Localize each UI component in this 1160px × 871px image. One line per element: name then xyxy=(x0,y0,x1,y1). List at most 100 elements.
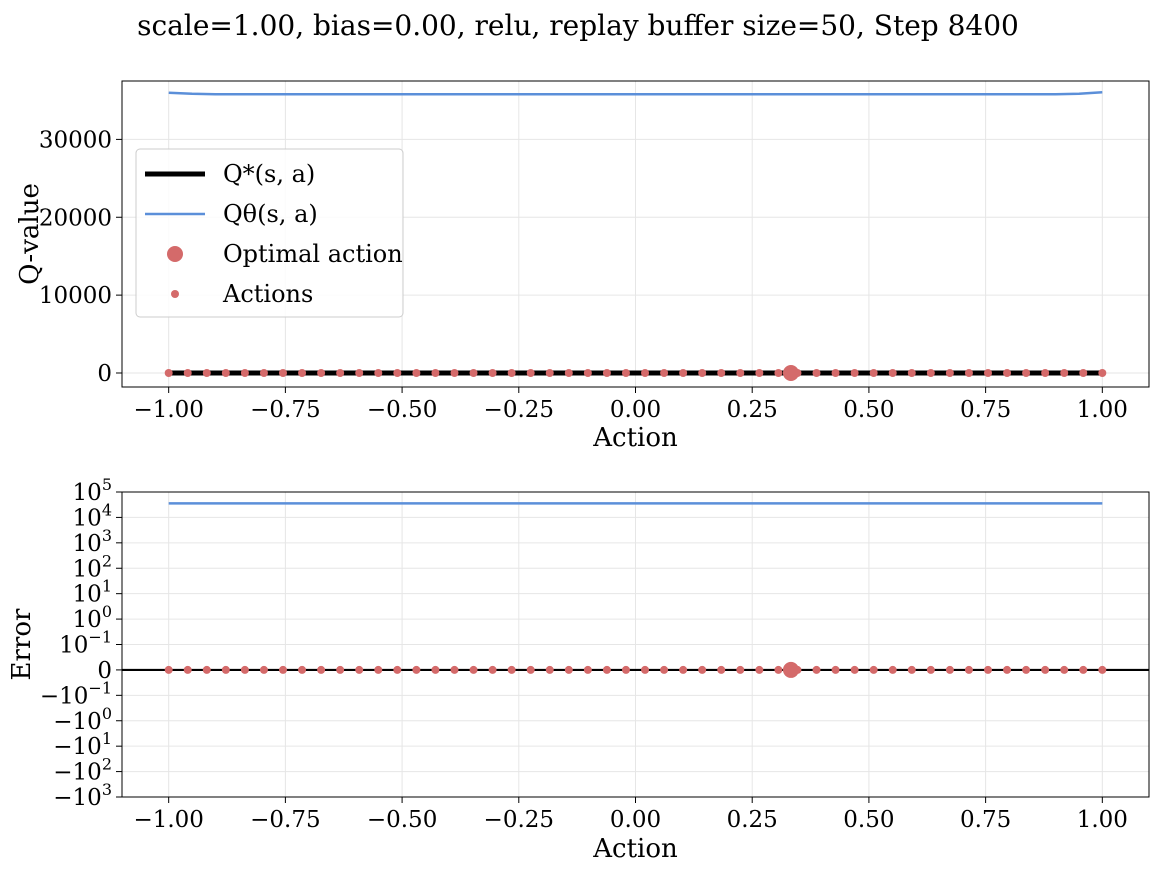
figure-title: scale=1.00, bias=0.00, relu, replay buff… xyxy=(137,9,1019,42)
error-ticks: −1.00 −0.75 −0.50 −0.25 0.00 0.25 0.50 0.75 1.00… xyxy=(40,475,1128,833)
action-point xyxy=(869,368,878,377)
action-point xyxy=(317,665,326,674)
x-tick-label: −0.50 xyxy=(367,397,437,423)
action-point xyxy=(888,368,897,377)
error-grid xyxy=(122,491,1149,798)
action-point xyxy=(888,665,897,674)
action-point xyxy=(1041,665,1050,674)
action-point xyxy=(450,665,459,674)
action-point xyxy=(240,665,249,674)
action-point xyxy=(183,368,192,377)
action-point xyxy=(450,368,459,377)
action-point xyxy=(164,665,173,674)
legend: Q*(s, a) Qθ(s, a) Optimal action Actions xyxy=(135,148,404,318)
action-point xyxy=(869,665,878,674)
y-tick-label: 20000 xyxy=(39,205,112,231)
error-x-label: Action xyxy=(592,834,678,864)
action-point xyxy=(259,368,268,377)
optimal-action-point xyxy=(782,661,799,678)
q-value-y-label: Q-value xyxy=(15,183,45,285)
x-tick-label: 0.25 xyxy=(727,807,778,833)
action-point xyxy=(183,665,192,674)
y-tick-label: −100 xyxy=(53,704,112,735)
y-tick-label: 30000 xyxy=(39,127,112,153)
action-point xyxy=(431,665,440,674)
action-point xyxy=(983,368,992,377)
action-point xyxy=(945,665,954,674)
action-point xyxy=(336,368,345,377)
q-value-x-label: Action xyxy=(592,423,678,453)
action-point xyxy=(812,368,821,377)
action-point xyxy=(336,665,345,674)
action-point xyxy=(1060,665,1069,674)
action-point xyxy=(202,665,211,674)
y-tick-label: 10000 xyxy=(39,283,112,309)
action-point xyxy=(564,368,573,377)
action-point xyxy=(317,368,326,377)
action-point xyxy=(717,665,726,674)
action-point xyxy=(926,665,935,674)
y-tick-label: 104 xyxy=(73,500,112,531)
x-tick-label: −0.25 xyxy=(484,807,554,833)
legend-label: Optimal action xyxy=(223,240,403,268)
action-point xyxy=(259,665,268,674)
action-point xyxy=(641,368,650,377)
action-point xyxy=(240,368,249,377)
action-point xyxy=(374,368,383,377)
x-tick-label: −1.00 xyxy=(133,397,203,423)
q-value-plot: −1.00 −0.75 −0.50 −0.25 0.00 0.25 0.50 0.75 1.00… xyxy=(15,80,1150,453)
error-axes-frame xyxy=(121,491,1150,798)
legend-label: Qθ(s, a) xyxy=(223,200,318,228)
y-tick-label: 105 xyxy=(73,475,112,506)
action-point xyxy=(660,665,669,674)
x-tick-label: 0.00 xyxy=(610,807,661,833)
x-tick-label: 0.00 xyxy=(610,397,661,423)
action-point xyxy=(488,665,497,674)
action-point xyxy=(564,665,573,674)
y-tick-label: −10−1 xyxy=(40,678,112,709)
action-point xyxy=(393,665,402,674)
x-tick-label: −0.50 xyxy=(367,807,437,833)
action-point xyxy=(1098,665,1107,674)
action-point xyxy=(355,665,364,674)
action-point xyxy=(507,368,516,377)
action-point xyxy=(1079,665,1088,674)
error-plot: −1.00 −0.75 −0.50 −0.25 0.00 0.25 0.50 0.75 1.00… xyxy=(7,475,1150,864)
action-point xyxy=(812,665,821,674)
action-point xyxy=(1041,368,1050,377)
error-y-label: Error xyxy=(7,608,37,680)
y-tick-label: 102 xyxy=(73,551,112,582)
action-point xyxy=(850,368,859,377)
action-point xyxy=(545,665,554,674)
action-point xyxy=(412,665,421,674)
action-point xyxy=(602,368,611,377)
action-point xyxy=(717,368,726,377)
action-point xyxy=(1060,368,1069,377)
action-point xyxy=(431,368,440,377)
y-tick-label: −103 xyxy=(53,780,112,811)
action-point xyxy=(945,368,954,377)
action-point xyxy=(469,368,478,377)
y-tick-label: 0 xyxy=(97,361,112,387)
action-point xyxy=(831,368,840,377)
q-value-series xyxy=(164,91,1107,381)
y-tick-label: 10−1 xyxy=(59,628,112,659)
action-point xyxy=(507,665,516,674)
action-point xyxy=(1079,368,1088,377)
action-point xyxy=(736,665,745,674)
y-tick-label: 100 xyxy=(73,602,112,633)
action-point xyxy=(488,368,497,377)
x-tick-label: 0.50 xyxy=(843,397,894,423)
optimal-action-point xyxy=(782,364,799,381)
error-series xyxy=(122,502,1149,678)
action-point xyxy=(526,665,535,674)
action-point xyxy=(907,368,916,377)
x-tick-label: 0.75 xyxy=(960,807,1011,833)
action-point xyxy=(907,665,916,674)
action-point xyxy=(1022,368,1031,377)
action-point xyxy=(660,368,669,377)
action-point xyxy=(1098,368,1107,377)
action-point xyxy=(298,665,307,674)
x-tick-label: −0.75 xyxy=(250,807,320,833)
action-point xyxy=(679,665,688,674)
